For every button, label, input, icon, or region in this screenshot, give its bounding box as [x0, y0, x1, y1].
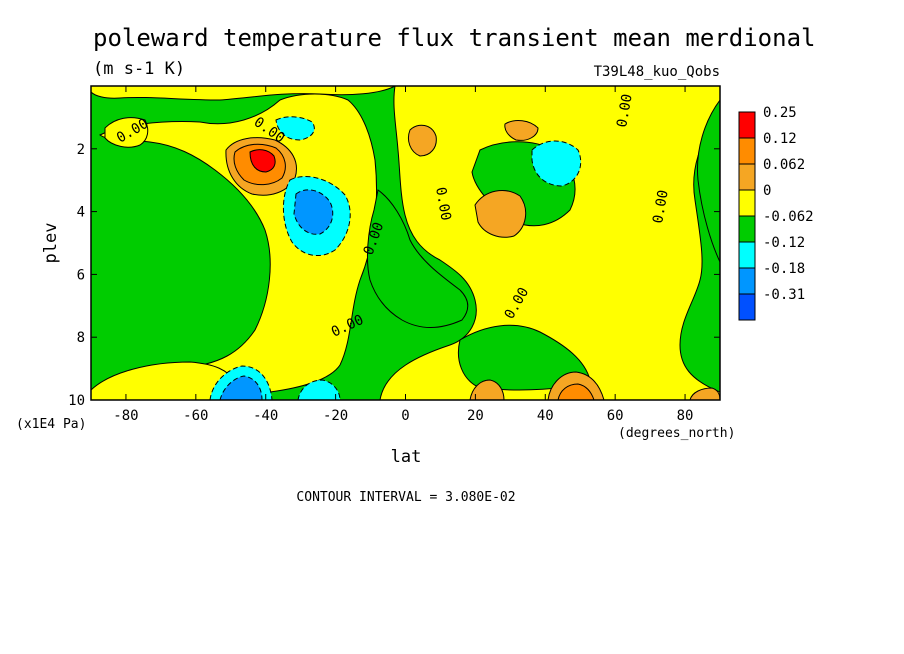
plot-area: 0.00 0.00 0.00 0.00 0.00 0.00 0.00 0.00 — [91, 86, 720, 400]
chart-title: poleward temperature flux transient mean… — [93, 24, 815, 52]
green-region-right — [696, 99, 720, 263]
negative-level-top — [275, 116, 315, 141]
positive-level-upper-right — [504, 120, 539, 141]
x-axis-label: lat — [391, 447, 422, 467]
legend-label: -0.18 — [763, 261, 805, 277]
run-label: T39L48_kuo_Qobs — [594, 64, 720, 80]
legend-label: -0.12 — [763, 235, 805, 251]
legend-label: 0.12 — [763, 131, 797, 147]
yellow-region-upper-left — [104, 117, 149, 148]
y-axis-units: (x1E4 Pa) — [16, 417, 86, 432]
legend-label: 0 — [763, 183, 771, 199]
y-tick-label: 6 — [77, 267, 85, 283]
positive-level-bottom-right-3 — [469, 379, 505, 400]
yellow-region-top-strip — [91, 86, 396, 101]
legend-label: -0.062 — [763, 209, 814, 225]
x-tick-label: 60 — [607, 408, 624, 424]
contour-label-8: 0.00 — [614, 93, 636, 129]
y-axis: 2 4 6 8 10 — [68, 142, 720, 409]
negative-level-2 — [293, 189, 334, 235]
legend-swatch — [738, 137, 756, 165]
legend-swatch — [738, 267, 756, 295]
positive-level-center-upper — [407, 124, 437, 157]
negative-level-bottom-left-2 — [219, 375, 263, 400]
negative-level-bottom-mid — [297, 379, 341, 400]
legend-swatch — [738, 189, 756, 217]
x-tick-label: -40 — [253, 408, 278, 424]
x-tick-label: 80 — [677, 408, 694, 424]
legend-swatch — [738, 241, 756, 269]
x-tick-label: -20 — [323, 408, 348, 424]
legend-swatch — [738, 293, 756, 321]
legend-swatch — [738, 215, 756, 243]
positive-level-3 — [249, 149, 276, 173]
y-axis-label: plev — [41, 223, 61, 264]
negative-level-right — [531, 140, 582, 187]
y-tick-label: 10 — [68, 393, 85, 409]
legend-label: 0.062 — [763, 157, 805, 173]
positive-level-bottom-right-2 — [557, 383, 595, 400]
green-tongue-center — [366, 189, 469, 328]
contour-interval-text: CONTOUR INTERVAL = 3.080E-02 — [296, 490, 515, 505]
y-tick-label: 8 — [77, 330, 85, 346]
x-tick-label: 0 — [401, 408, 409, 424]
legend-swatch — [738, 111, 756, 139]
x-tick-label: -60 — [183, 408, 208, 424]
positive-field-region-2 — [379, 86, 720, 400]
contour-label-7: 0.00 — [650, 189, 672, 225]
y-tick-label: 4 — [77, 205, 85, 221]
chart-units: (m s-1 K) — [93, 59, 185, 79]
x-tick-label: 40 — [537, 408, 554, 424]
legend-label: 0.25 — [763, 105, 797, 121]
legend-swatch — [738, 163, 756, 191]
colorbar-legend: 0.25 0.12 0.062 0 -0.062 -0.12 -0.18 -0.31 — [738, 105, 814, 321]
positive-field-region — [98, 93, 377, 393]
positive-level-center-lower — [474, 190, 527, 238]
x-axis: -80 -60 -40 -20 0 20 40 60 80 — [113, 86, 693, 424]
x-tick-label: -80 — [113, 408, 138, 424]
x-tick-label: 20 — [467, 408, 484, 424]
legend-label: -0.31 — [763, 287, 805, 303]
x-axis-units: (degrees_north) — [618, 426, 735, 441]
contour-label-5: 0.00 — [432, 186, 454, 222]
y-tick-label: 2 — [77, 142, 85, 158]
